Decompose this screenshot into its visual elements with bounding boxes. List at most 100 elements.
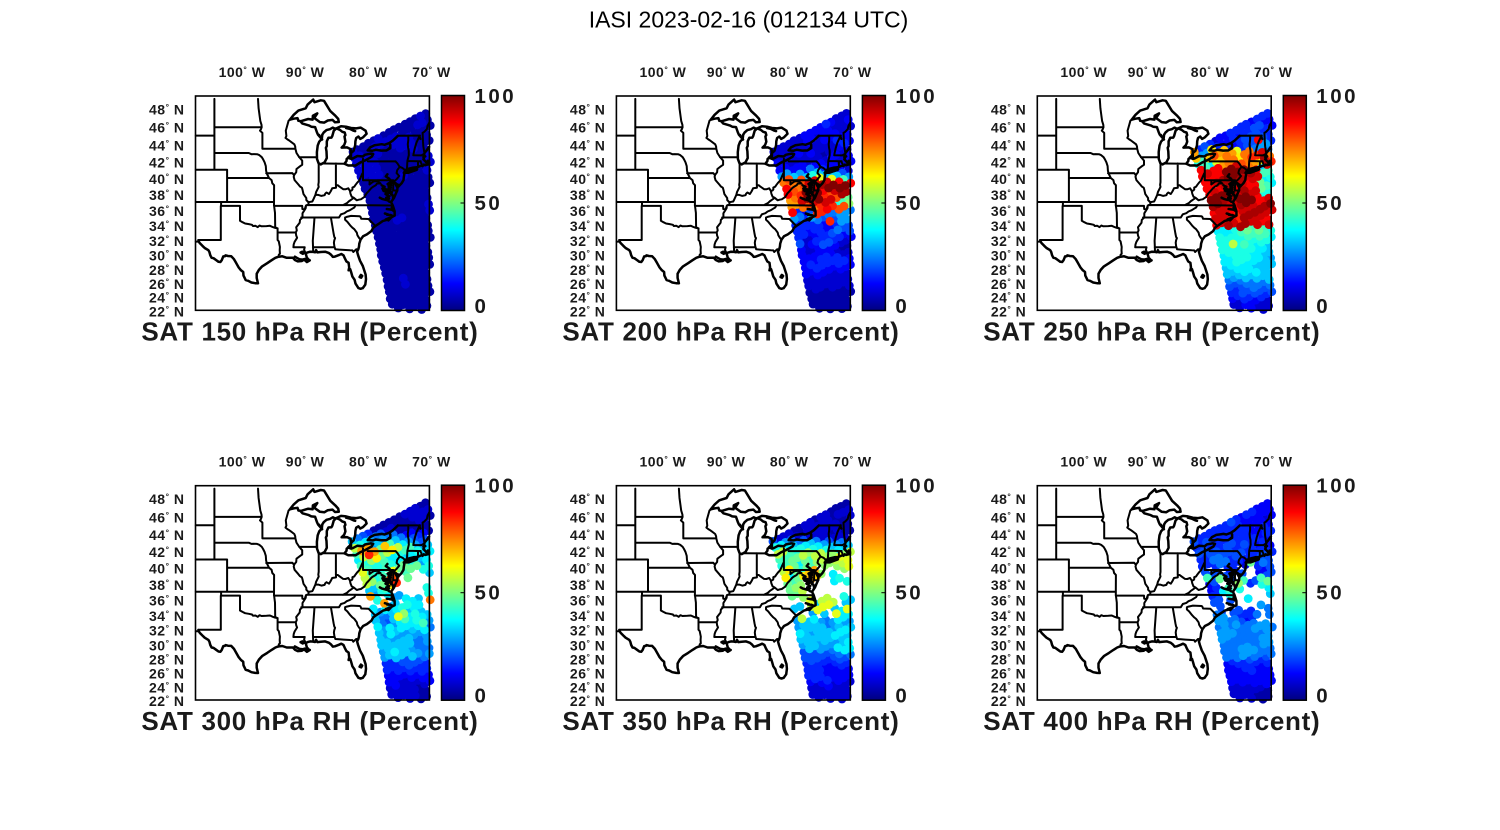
svg-text:42° N: 42° N — [991, 154, 1026, 170]
svg-text:44° N: 44° N — [570, 137, 605, 153]
svg-text:26° N: 26° N — [149, 276, 184, 292]
svg-text:46° N: 46° N — [149, 509, 184, 525]
svg-text:90° W: 90° W — [1128, 64, 1167, 80]
svg-text:22° N: 22° N — [570, 303, 605, 319]
svg-text:42° N: 42° N — [570, 544, 605, 560]
svg-text:46° N: 46° N — [570, 120, 605, 136]
svg-text:70° W: 70° W — [1254, 454, 1293, 470]
svg-text:36° N: 36° N — [149, 203, 184, 219]
svg-text:36° N: 36° N — [149, 593, 184, 609]
svg-text:32° N: 32° N — [991, 623, 1026, 639]
svg-text:100° W: 100° W — [639, 64, 686, 80]
svg-text:36° N: 36° N — [991, 203, 1026, 219]
svg-text:32° N: 32° N — [991, 233, 1026, 249]
svg-text:100: 100 — [475, 475, 517, 498]
svg-text:44° N: 44° N — [149, 137, 184, 153]
svg-text:46° N: 46° N — [991, 120, 1026, 136]
svg-text:SAT 350 hPa RH (Percent): SAT 350 hPa RH (Percent) — [562, 706, 899, 736]
svg-text:24° N: 24° N — [570, 679, 605, 695]
svg-text:42° N: 42° N — [570, 154, 605, 170]
svg-text:90° W: 90° W — [286, 454, 325, 470]
svg-text:30° N: 30° N — [570, 637, 605, 653]
svg-text:40° N: 40° N — [570, 171, 605, 187]
svg-text:26° N: 26° N — [991, 276, 1026, 292]
svg-text:50: 50 — [1316, 582, 1344, 605]
svg-text:30° N: 30° N — [991, 248, 1026, 264]
svg-text:0: 0 — [895, 295, 909, 318]
svg-text:100° W: 100° W — [219, 64, 266, 80]
svg-text:100: 100 — [1316, 475, 1358, 498]
svg-text:40° N: 40° N — [991, 561, 1026, 577]
svg-text:34° N: 34° N — [570, 218, 605, 234]
svg-text:90° W: 90° W — [707, 454, 746, 470]
svg-text:80° W: 80° W — [1191, 64, 1230, 80]
svg-text:70° W: 70° W — [833, 64, 872, 80]
svg-text:46° N: 46° N — [570, 509, 605, 525]
svg-text:70° W: 70° W — [412, 454, 451, 470]
svg-text:90° W: 90° W — [286, 64, 325, 80]
svg-text:36° N: 36° N — [570, 203, 605, 219]
svg-text:28° N: 28° N — [991, 652, 1026, 668]
svg-text:50: 50 — [475, 192, 503, 215]
svg-text:48° N: 48° N — [149, 491, 184, 507]
svg-text:34° N: 34° N — [991, 608, 1026, 624]
svg-text:28° N: 28° N — [570, 262, 605, 278]
svg-text:IASI 2023-02-16 (012134 UTC): IASI 2023-02-16 (012134 UTC) — [589, 7, 909, 33]
svg-text:24° N: 24° N — [149, 290, 184, 306]
svg-text:30° N: 30° N — [570, 248, 605, 264]
svg-text:42° N: 42° N — [149, 544, 184, 560]
svg-text:0: 0 — [475, 295, 489, 318]
svg-text:0: 0 — [1316, 685, 1330, 708]
svg-text:22° N: 22° N — [570, 693, 605, 709]
svg-text:32° N: 32° N — [570, 623, 605, 639]
svg-text:100° W: 100° W — [219, 454, 266, 470]
svg-text:48° N: 48° N — [149, 101, 184, 117]
svg-text:80° W: 80° W — [349, 64, 388, 80]
svg-text:24° N: 24° N — [570, 290, 605, 306]
svg-text:36° N: 36° N — [991, 593, 1026, 609]
svg-text:SAT 150 hPa RH (Percent): SAT 150 hPa RH (Percent) — [141, 317, 478, 347]
svg-text:90° W: 90° W — [707, 64, 746, 80]
svg-text:100: 100 — [1316, 85, 1358, 108]
svg-text:100° W: 100° W — [1060, 454, 1107, 470]
svg-text:26° N: 26° N — [149, 666, 184, 682]
svg-text:26° N: 26° N — [570, 276, 605, 292]
svg-text:44° N: 44° N — [570, 527, 605, 543]
svg-text:50: 50 — [895, 192, 923, 215]
svg-text:26° N: 26° N — [991, 666, 1026, 682]
svg-text:38° N: 38° N — [149, 187, 184, 203]
svg-text:0: 0 — [895, 685, 909, 708]
svg-text:50: 50 — [475, 582, 503, 605]
svg-text:22° N: 22° N — [991, 693, 1026, 709]
svg-text:28° N: 28° N — [991, 262, 1026, 278]
svg-text:100° W: 100° W — [639, 454, 686, 470]
svg-text:40° N: 40° N — [149, 561, 184, 577]
svg-text:36° N: 36° N — [570, 593, 605, 609]
svg-text:48° N: 48° N — [991, 491, 1026, 507]
svg-text:38° N: 38° N — [991, 187, 1026, 203]
svg-text:46° N: 46° N — [149, 120, 184, 136]
svg-text:38° N: 38° N — [149, 577, 184, 593]
svg-text:100: 100 — [475, 85, 517, 108]
svg-text:28° N: 28° N — [570, 652, 605, 668]
svg-text:32° N: 32° N — [149, 623, 184, 639]
svg-text:32° N: 32° N — [570, 233, 605, 249]
svg-text:80° W: 80° W — [770, 454, 809, 470]
svg-text:48° N: 48° N — [570, 101, 605, 117]
svg-text:SAT 300 hPa RH (Percent): SAT 300 hPa RH (Percent) — [141, 706, 478, 736]
svg-text:34° N: 34° N — [149, 608, 184, 624]
svg-text:34° N: 34° N — [570, 608, 605, 624]
svg-text:80° W: 80° W — [770, 64, 809, 80]
svg-text:0: 0 — [1316, 295, 1330, 318]
svg-text:22° N: 22° N — [991, 303, 1026, 319]
svg-text:50: 50 — [1316, 192, 1344, 215]
svg-text:38° N: 38° N — [570, 187, 605, 203]
svg-text:48° N: 48° N — [570, 491, 605, 507]
svg-text:42° N: 42° N — [991, 544, 1026, 560]
svg-text:70° W: 70° W — [412, 64, 451, 80]
svg-text:48° N: 48° N — [991, 101, 1026, 117]
svg-text:40° N: 40° N — [149, 171, 184, 187]
svg-text:0: 0 — [475, 685, 489, 708]
svg-text:100: 100 — [895, 475, 937, 498]
svg-text:100: 100 — [895, 85, 937, 108]
